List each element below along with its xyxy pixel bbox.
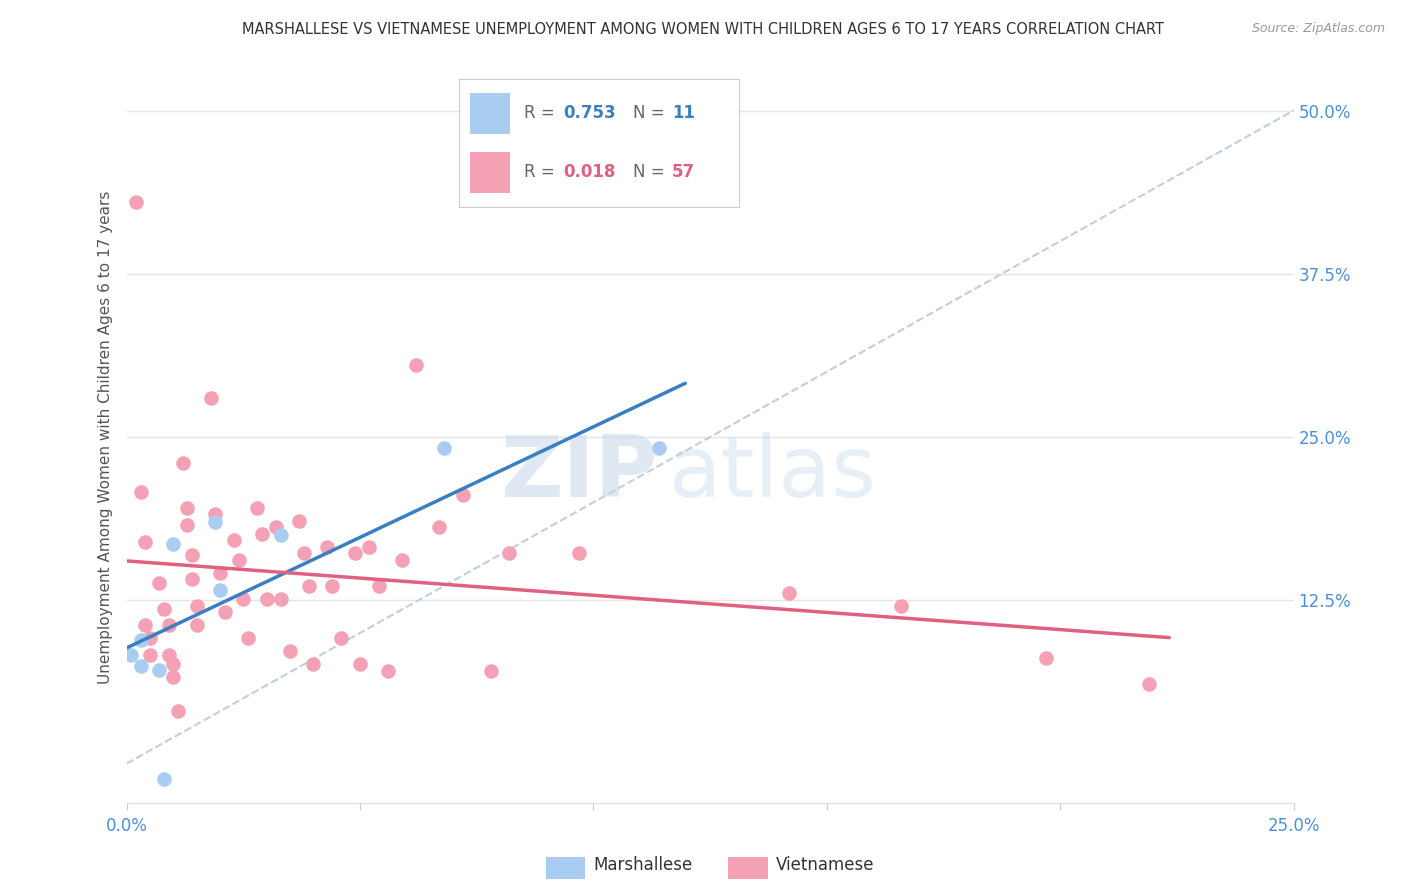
Point bbox=[222, 533, 245, 548]
Point bbox=[208, 566, 231, 580]
Point bbox=[1035, 650, 1057, 665]
Point bbox=[359, 540, 381, 554]
Point bbox=[148, 576, 170, 591]
Point bbox=[129, 632, 152, 647]
Point bbox=[157, 618, 180, 632]
Point bbox=[647, 441, 669, 455]
Text: Vietnamese: Vietnamese bbox=[776, 856, 875, 874]
Point bbox=[236, 632, 259, 646]
Point bbox=[405, 358, 427, 372]
Text: MARSHALLESE VS VIETNAMESE UNEMPLOYMENT AMONG WOMEN WITH CHILDREN AGES 6 TO 17 YE: MARSHALLESE VS VIETNAMESE UNEMPLOYMENT A… bbox=[242, 22, 1164, 37]
Point bbox=[186, 599, 208, 613]
Point bbox=[204, 515, 226, 529]
Point bbox=[167, 705, 190, 719]
Point bbox=[330, 632, 353, 646]
Point bbox=[778, 585, 800, 599]
Point bbox=[180, 573, 202, 587]
Point bbox=[316, 540, 339, 554]
Point bbox=[172, 456, 194, 470]
Point bbox=[264, 520, 287, 534]
Point bbox=[228, 553, 250, 567]
Point bbox=[214, 605, 236, 619]
Text: Marshallese: Marshallese bbox=[593, 856, 693, 874]
Point bbox=[292, 546, 315, 560]
Point bbox=[153, 602, 176, 616]
Point bbox=[125, 194, 148, 209]
Point bbox=[270, 528, 292, 542]
Point bbox=[129, 485, 152, 500]
Point bbox=[176, 500, 198, 515]
Point bbox=[134, 618, 156, 632]
Point bbox=[1137, 677, 1160, 691]
Point bbox=[148, 663, 170, 677]
Point bbox=[349, 657, 371, 672]
Point bbox=[302, 657, 325, 672]
Point bbox=[498, 546, 520, 560]
Point bbox=[270, 592, 292, 607]
Text: atlas: atlas bbox=[669, 432, 877, 516]
Point bbox=[344, 546, 367, 560]
Point bbox=[246, 500, 269, 515]
Point bbox=[139, 648, 162, 663]
Point bbox=[204, 507, 226, 521]
Point bbox=[433, 441, 456, 455]
Point bbox=[367, 579, 389, 593]
Point bbox=[180, 548, 202, 562]
Point bbox=[250, 526, 273, 541]
Point bbox=[479, 664, 502, 678]
Point bbox=[120, 648, 142, 663]
Y-axis label: Unemployment Among Women with Children Ages 6 to 17 years: Unemployment Among Women with Children A… bbox=[97, 190, 112, 684]
Point bbox=[134, 534, 156, 549]
Point bbox=[162, 657, 184, 672]
Point bbox=[321, 579, 343, 593]
Point bbox=[162, 670, 184, 684]
Point bbox=[568, 546, 591, 560]
Point bbox=[153, 772, 176, 787]
Point bbox=[176, 517, 198, 532]
Point bbox=[288, 514, 311, 528]
Point bbox=[200, 391, 222, 405]
Point bbox=[391, 553, 413, 567]
Text: ZIP: ZIP bbox=[499, 432, 658, 516]
Text: Source: ZipAtlas.com: Source: ZipAtlas.com bbox=[1251, 22, 1385, 36]
Point bbox=[186, 618, 208, 632]
Point bbox=[208, 582, 231, 597]
Point bbox=[139, 632, 162, 646]
Point bbox=[377, 664, 399, 678]
Point bbox=[297, 579, 319, 593]
Point bbox=[256, 592, 278, 607]
Point bbox=[157, 648, 180, 663]
Point bbox=[890, 599, 912, 613]
Point bbox=[129, 658, 152, 673]
Point bbox=[427, 520, 450, 534]
Point bbox=[232, 592, 254, 607]
Point bbox=[162, 537, 184, 551]
Point bbox=[278, 644, 301, 658]
Point bbox=[451, 487, 474, 501]
